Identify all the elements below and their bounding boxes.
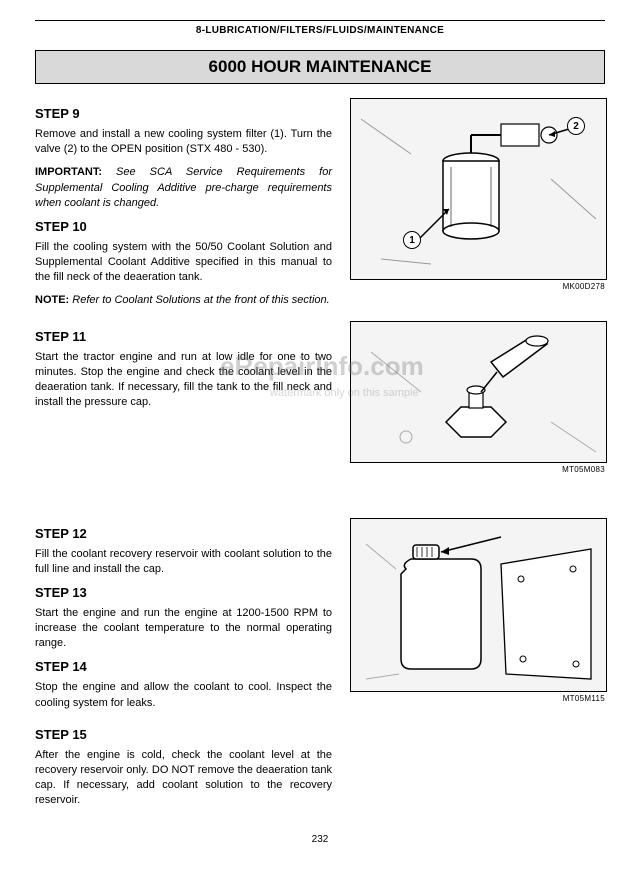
step-text-column: STEP 9 Remove and install a new cooling … <box>35 98 332 317</box>
callout-2: 2 <box>567 117 585 135</box>
step-body: Remove and install a new cooling system … <box>35 127 332 157</box>
figure: 1 2 MK00D278 <box>350 98 605 291</box>
figure: MT05M083 eRepairInfo.com watermark only … <box>350 321 605 474</box>
section-banner: 6000 HOUR MAINTENANCE <box>35 50 605 84</box>
callout-1: 1 <box>403 231 421 249</box>
figure-caption: MT05M083 <box>350 465 605 474</box>
step-heading: STEP 14 <box>35 659 332 674</box>
figure-box: 1 2 <box>350 98 607 280</box>
step-body: Fill the coolant recovery reservoir with… <box>35 547 332 577</box>
figure: MT05M115 <box>350 518 605 703</box>
figure-caption: MK00D278 <box>350 282 605 291</box>
step-body: Fill the cooling system with the 50/50 C… <box>35 240 332 286</box>
step-heading: STEP 10 <box>35 219 332 234</box>
deaeration-tank-diagram-icon <box>351 322 606 462</box>
chapter-breadcrumb: 8-LUBRICATION/FILTERS/FLUIDS/MAINTENANCE <box>35 25 605 36</box>
step-body: Start the tractor engine and run at low … <box>35 350 332 411</box>
note-label: NOTE: <box>35 294 69 306</box>
step-body: Stop the engine and allow the coolant to… <box>35 680 332 710</box>
page-number: 232 <box>35 834 605 845</box>
step-body: Start the engine and run the engine at 1… <box>35 606 332 652</box>
step-text-column: STEP 15 After the engine is cold, check … <box>35 719 332 817</box>
step-heading: STEP 12 <box>35 526 332 541</box>
step-row: STEP 12 Fill the coolant recovery reserv… <box>35 518 605 719</box>
figure-caption: MT05M115 <box>350 694 605 703</box>
note: NOTE: Refer to Coolant Solutions at the … <box>35 293 332 308</box>
step-heading: STEP 11 <box>35 329 332 344</box>
step-heading: STEP 13 <box>35 585 332 600</box>
step-row: STEP 9 Remove and install a new cooling … <box>35 98 605 317</box>
step-row: STEP 15 After the engine is cold, check … <box>35 719 605 817</box>
recovery-reservoir-diagram-icon <box>351 519 606 691</box>
step-text-column: STEP 11 Start the tractor engine and run… <box>35 321 332 419</box>
step-heading: STEP 15 <box>35 727 332 742</box>
step-row: STEP 11 Start the tractor engine and run… <box>35 321 605 474</box>
step-text-column: STEP 12 Fill the coolant recovery reserv… <box>35 518 332 719</box>
manual-page: 8-LUBRICATION/FILTERS/FLUIDS/MAINTENANCE… <box>0 0 640 860</box>
note-body: Refer to Coolant Solutions at the front … <box>69 294 329 306</box>
important-note: IMPORTANT: See SCA Service Requirements … <box>35 165 332 211</box>
important-label: IMPORTANT: <box>35 166 102 178</box>
step-body: After the engine is cold, check the cool… <box>35 748 332 809</box>
step-heading: STEP 9 <box>35 106 332 121</box>
top-rule <box>35 20 605 21</box>
figure-box <box>350 321 607 463</box>
figure-box <box>350 518 607 692</box>
